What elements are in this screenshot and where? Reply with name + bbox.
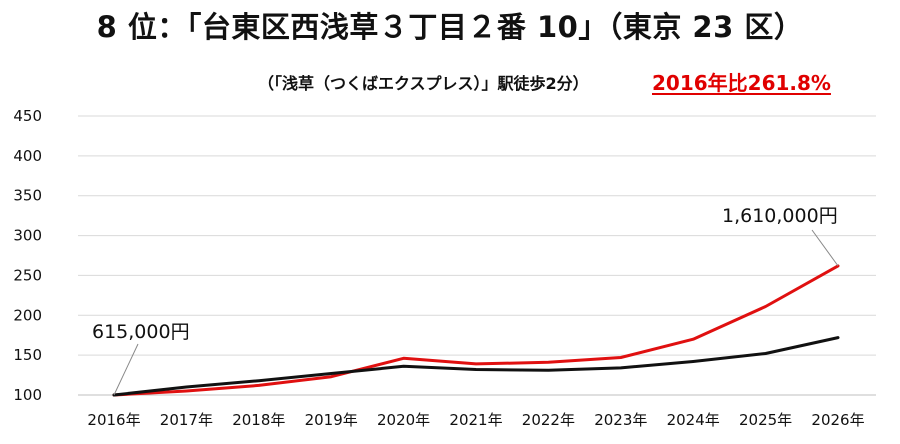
y-tick-label: 300 — [13, 227, 42, 245]
x-tick-label: 2017年 — [160, 411, 213, 429]
annotations: 615,000円 1,610,000円 — [92, 205, 839, 396]
x-axis: 2016年 2017年 2018年 2019年 2020年 2021年 2022年 2023年… — [87, 411, 864, 429]
y-tick-label: 250 — [13, 266, 42, 284]
x-tick-label: 2016年 — [87, 411, 140, 429]
x-tick-label: 2025年 — [739, 411, 792, 429]
series-lines — [112, 264, 840, 397]
y-tick-label: 450 — [13, 107, 42, 125]
x-tick-label: 2021年 — [449, 411, 502, 429]
y-tick-label: 350 — [13, 187, 42, 205]
x-tick-label: 2023年 — [594, 411, 647, 429]
chart-subtitle: （「浅草（つくばエクスプレス）」駅徒歩2分） — [258, 74, 589, 93]
x-tick-label: 2024年 — [667, 411, 720, 429]
y-axis: 100 150 200 250 300 350 400 450 — [13, 107, 42, 404]
x-tick-label: 2020年 — [377, 411, 430, 429]
annotation-leader — [113, 343, 139, 396]
x-tick-label: 2022年 — [522, 411, 575, 429]
x-tick-label: 2018年 — [232, 411, 285, 429]
x-tick-label: 2019年 — [305, 411, 358, 429]
series-line-black — [112, 336, 840, 397]
annotation-leader — [811, 229, 839, 267]
x-tick-label: 2026年 — [811, 411, 864, 429]
gridlines — [78, 115, 876, 396]
chart-title: 8 位：「台東区西浅草３丁目２番 10」（東京 23 区） — [96, 10, 804, 44]
y-tick-label: 200 — [13, 306, 42, 324]
y-tick-label: 150 — [13, 346, 42, 364]
y-tick-label: 100 — [13, 386, 42, 404]
annotation-end-price: 1,610,000円 — [722, 205, 838, 227]
series-line-red — [112, 264, 840, 397]
y-tick-label: 400 — [13, 147, 42, 165]
growth-highlight: 2016年比261.8% — [652, 71, 831, 95]
annotation-start-price: 615,000円 — [92, 321, 190, 343]
